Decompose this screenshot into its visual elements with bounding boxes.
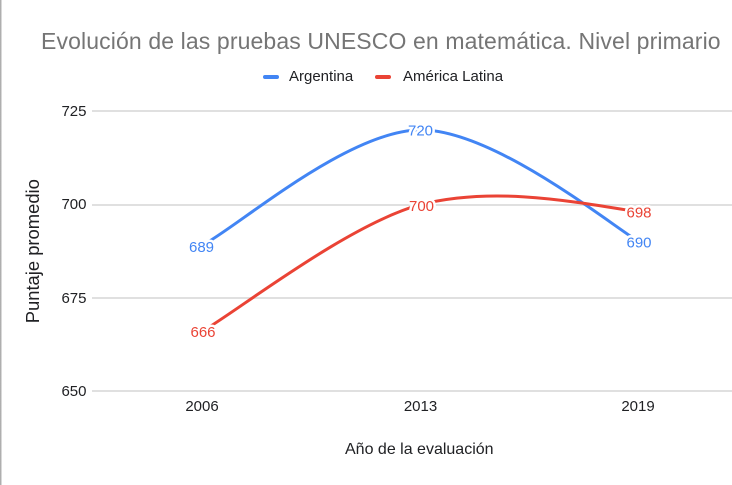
svg-text:720: 720	[408, 122, 433, 139]
svg-text:698: 698	[626, 204, 651, 221]
svg-text:690: 690	[626, 234, 651, 251]
svg-text:666: 666	[190, 324, 215, 341]
svg-text:689: 689	[189, 239, 214, 256]
svg-text:700: 700	[409, 198, 434, 215]
